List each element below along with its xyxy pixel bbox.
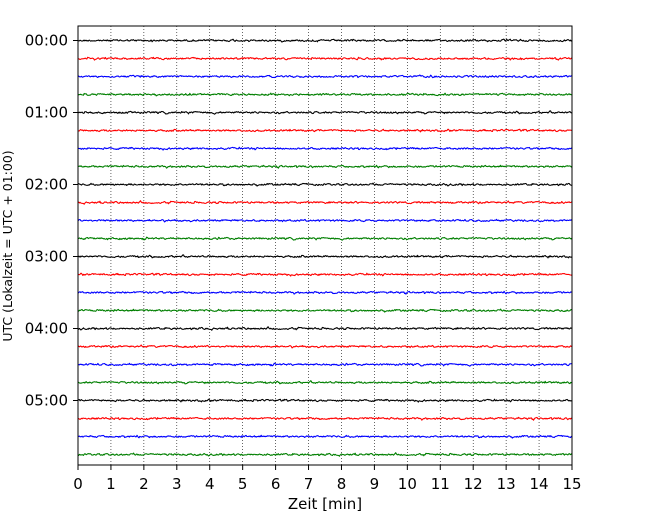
trace-0530 [77, 434, 573, 439]
ticks: 0 1 2 3 4 5 6 7 8 9 10 11 12 13 14 1500:0001:0002:0003:… [25, 32, 582, 494]
x-tick-label: 2 [139, 475, 149, 493]
y-tick-label: 05:00 [25, 392, 68, 410]
x-axis-title: Zeit [min] [288, 495, 362, 513]
trace-0430 [77, 362, 573, 367]
x-tick-label: 8 [337, 475, 347, 493]
y-tick-label: 00:00 [25, 32, 68, 50]
trace-0030 [77, 74, 573, 79]
trace-0145 [77, 164, 573, 169]
trace-0300 [77, 254, 573, 259]
x-tick-label: 13 [497, 475, 516, 493]
trace-0515 [77, 416, 573, 421]
plot-frame [77, 25, 573, 466]
trace-0215 [77, 200, 573, 205]
x-tick-label: 6 [271, 475, 281, 493]
x-tick-label: 12 [464, 475, 483, 493]
y-tick-label: 02:00 [25, 176, 68, 194]
trace-0100 [77, 110, 573, 115]
x-tick-label: 14 [530, 475, 549, 493]
trace-0500 [77, 398, 573, 403]
y-tick-label: 03:00 [25, 248, 68, 266]
trace-0045 [77, 92, 573, 97]
x-tick-label: 9 [370, 475, 380, 493]
x-tick-label: 4 [205, 475, 215, 493]
trace-layer [77, 38, 573, 457]
x-tick-label: 11 [431, 475, 450, 493]
trace-0230 [77, 218, 573, 223]
trace-0115 [77, 128, 573, 133]
x-tick-label: 5 [238, 475, 248, 493]
trace-0400 [77, 326, 573, 331]
grid-lines [110, 26, 540, 465]
trace-0330 [77, 290, 573, 295]
trace-0315 [77, 272, 573, 277]
trace-0445 [77, 380, 573, 385]
trace-0015 [78, 56, 573, 61]
x-tick-label: 0 [73, 475, 83, 493]
x-tick-label: 1 [106, 475, 116, 493]
x-tick-label: 3 [172, 475, 182, 493]
trace-0200 [77, 182, 573, 187]
y-axis-title: UTC (Lokalzeit = UTC + 01:00) [0, 150, 15, 341]
trace-0545 [77, 452, 573, 457]
x-tick-label: 7 [304, 475, 314, 493]
trace-0130 [77, 146, 573, 151]
trace-0345 [77, 308, 573, 313]
y-tick-label: 04:00 [25, 320, 68, 338]
x-tick-label: 15 [562, 475, 581, 493]
trace-0000 [77, 38, 573, 43]
x-tick-label: 10 [398, 475, 417, 493]
trace-0245 [77, 236, 573, 241]
trace-0415 [77, 344, 573, 349]
y-tick-label: 01:00 [25, 104, 68, 122]
